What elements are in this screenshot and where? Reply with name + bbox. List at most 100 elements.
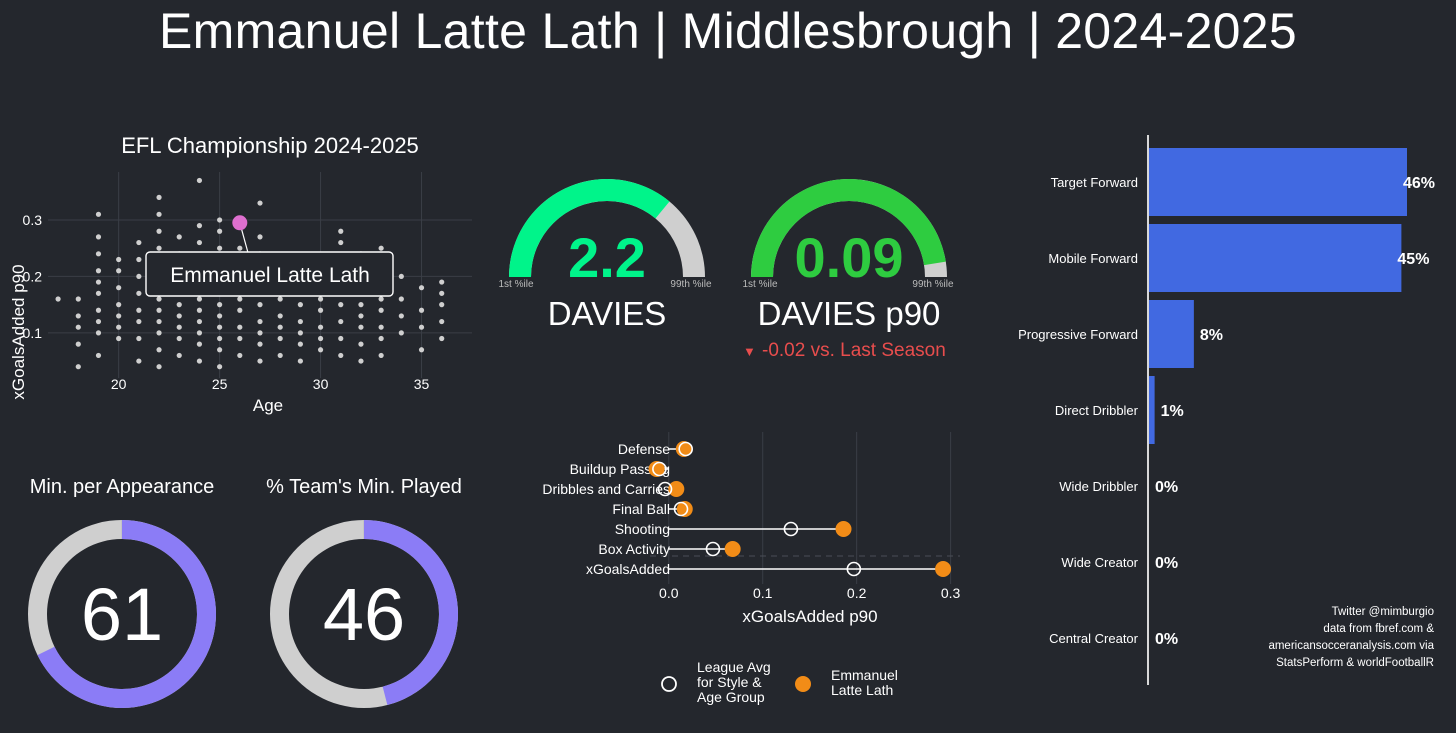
scatter-point — [156, 228, 162, 234]
scatter-points — [55, 177, 445, 370]
x-tick-label: 0.1 — [753, 585, 773, 601]
scatter-point — [116, 324, 122, 330]
scatter-point — [297, 318, 303, 325]
scatter-point — [75, 341, 81, 347]
scatter-point — [196, 239, 203, 246]
scatter-point — [418, 307, 425, 313]
davies-gauges-panel: 2.2 1st %ile 99th %ile DAVIES 0.09 1st %… — [490, 160, 980, 380]
scatter-point — [217, 324, 223, 330]
scatter-point — [358, 302, 364, 308]
credit-line: americansocceranalysis.com via — [1268, 640, 1434, 652]
davies-label: DAVIES — [548, 295, 667, 332]
scatter-point — [176, 234, 182, 240]
league-avg-dot — [678, 441, 693, 457]
league-avg-dot — [657, 481, 673, 497]
scatter-point — [277, 324, 283, 330]
scatter-point — [277, 296, 283, 302]
style-category-label: Wide Dribbler — [1059, 479, 1138, 494]
x-tick-label: 35 — [414, 376, 430, 392]
scatter-point — [257, 234, 263, 240]
davies-p90-value: 0.09 — [795, 226, 904, 289]
scatter-point — [297, 341, 303, 347]
decline-arrow-icon: ▼ — [743, 344, 756, 359]
scatter-point — [257, 200, 263, 206]
scatter-point — [398, 313, 404, 319]
legend-player-marker — [795, 676, 811, 692]
scatter-point — [358, 358, 364, 364]
davies-gauge: 2.2 1st %ile 99th %ile DAVIES — [498, 179, 712, 332]
style-value-label: 0% — [1155, 631, 1178, 648]
style-bars: Target Forward 46% Mobile Forward 45% Progre… — [1018, 148, 1435, 648]
scatter-point — [378, 324, 384, 330]
style-bar-row: Mobile Forward 45% — [1048, 224, 1429, 292]
league-avg-dot — [783, 521, 799, 537]
xga-category-label: Shooting — [615, 521, 670, 537]
scatter-point — [75, 296, 81, 302]
scatter-point — [317, 307, 324, 313]
xga-row: Shooting — [615, 521, 852, 537]
xga-tick-labels: 0.0 0.1 0.2 0.3 — [659, 585, 960, 601]
scatter-point — [75, 364, 81, 370]
style-value-label: 0% — [1155, 479, 1178, 496]
style-bar-row: Wide Creator 0% — [1061, 555, 1178, 572]
scatter-point — [398, 296, 404, 302]
xga-gridlines — [650, 432, 960, 584]
xga-category-label: Final Ball — [612, 501, 670, 517]
scatter-point — [156, 347, 162, 353]
scatter-point — [95, 279, 102, 285]
scatter-point — [277, 335, 283, 342]
xga-legend: League Avg for Style & Age Group Emmanue… — [661, 659, 898, 705]
scatter-point — [217, 228, 223, 234]
style-value-label: 45% — [1397, 251, 1429, 268]
age-scatter-panel: EFL Championship 2024-2025 20 25 30 35 0.1 0.… — [0, 120, 490, 425]
x-tick-label: 0.0 — [659, 585, 679, 601]
scatter-title: EFL Championship 2024-2025 — [121, 133, 419, 158]
style-value-label: 0% — [1155, 555, 1178, 572]
xga-category-label: xGoalsAdded — [586, 561, 670, 577]
scatter-point — [237, 307, 243, 313]
scatter-x-axis-label: Age — [253, 396, 283, 415]
page-title: Emmanuel Latte Lath | Middlesbrough | 20… — [158, 3, 1298, 59]
scatter-point — [398, 330, 404, 336]
scatter-point — [439, 335, 445, 342]
scatter-point — [176, 313, 182, 319]
highlight-label: Emmanuel Latte Lath — [170, 264, 370, 287]
legend-league-avg-marker — [661, 676, 677, 692]
scatter-point — [358, 324, 364, 330]
scatter-point — [136, 256, 142, 263]
scatter-point — [136, 358, 142, 364]
y-tick-label: 0.2 — [23, 268, 43, 284]
scatter-point — [217, 302, 223, 308]
min-per-appearance-value: 61 — [81, 573, 163, 656]
scatter-point — [196, 341, 203, 347]
donut-fill — [364, 520, 458, 706]
scatter-point — [176, 324, 182, 330]
scatter-point — [439, 318, 445, 325]
scatter-point — [156, 245, 162, 251]
scatter-point — [156, 211, 162, 217]
scatter-point — [95, 290, 102, 296]
minutes-donuts-panel: Min. per Appearance 61 % Team's Min. Pla… — [0, 460, 480, 733]
xga-category-label: Defense — [618, 441, 670, 457]
scatter-point — [297, 358, 303, 364]
scatter-point — [237, 335, 243, 342]
scatter-point — [95, 211, 102, 217]
legend-player-line-1: Emmanuel — [831, 667, 898, 683]
scatter-point — [277, 313, 283, 319]
player-dot — [668, 481, 685, 497]
scatter-point — [196, 358, 203, 364]
scatter-point — [196, 307, 203, 313]
scatter-point — [418, 347, 425, 353]
legend-league-avg-line-2: for Style & — [697, 674, 762, 690]
scatter-point — [156, 364, 162, 370]
season-change-text: -0.02 vs. Last Season — [762, 340, 946, 361]
scatter-point — [196, 223, 203, 229]
xga-category-label: Buildup Passing — [570, 461, 670, 477]
player-dot — [835, 521, 852, 537]
scatter-point — [439, 279, 445, 285]
scatter-point — [75, 324, 81, 330]
x-tick-label: 25 — [212, 376, 228, 392]
scatter-point — [95, 268, 102, 274]
scatter-point — [378, 352, 384, 359]
style-value-label: 1% — [1161, 403, 1184, 420]
